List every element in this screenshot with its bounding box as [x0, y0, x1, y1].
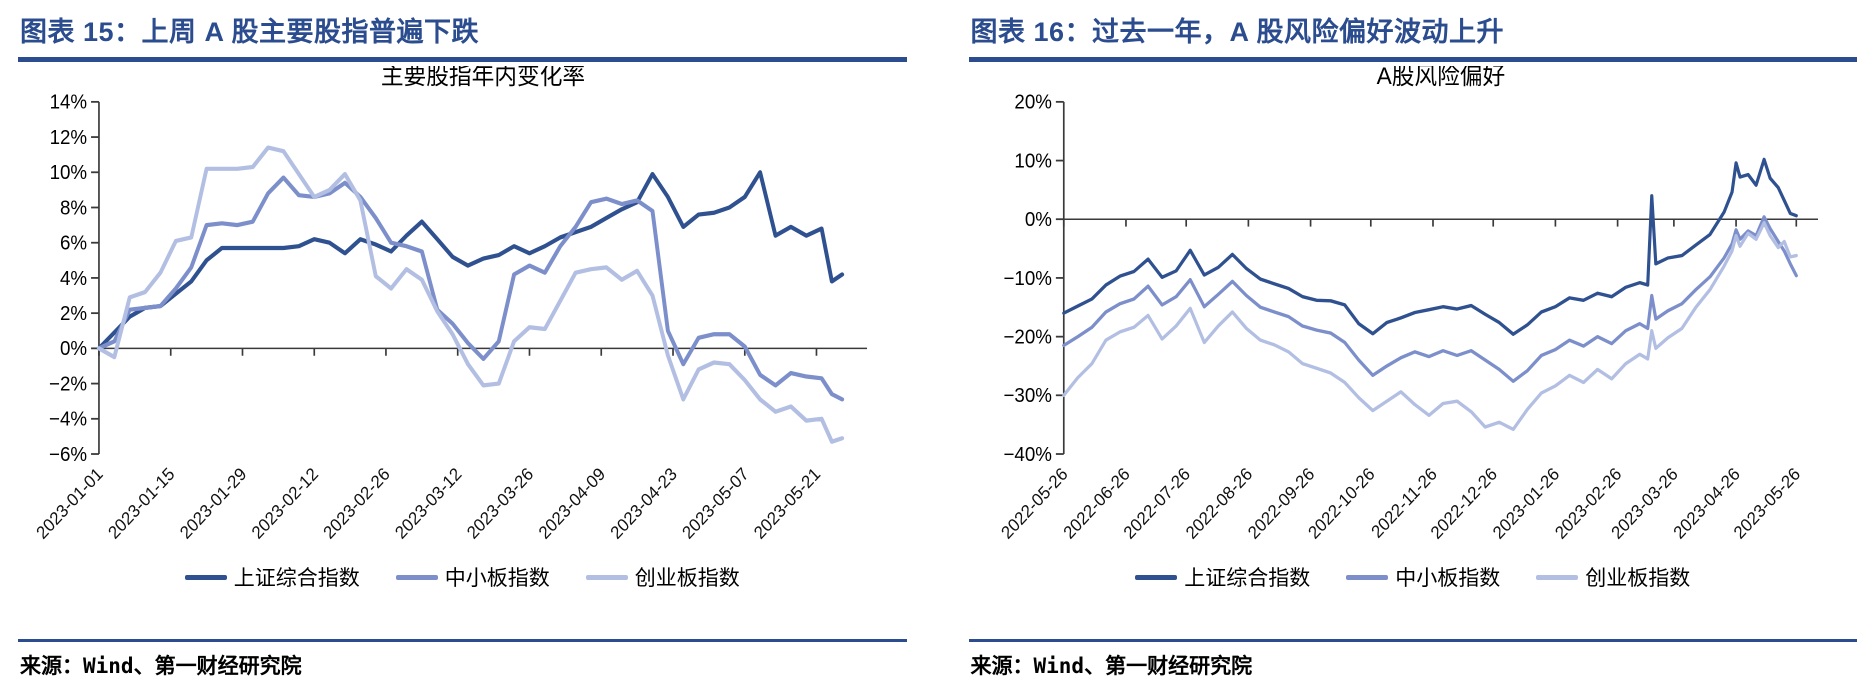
y-tick-label: −4%: [49, 408, 87, 431]
series-创业板指数: [1061, 221, 1798, 432]
y-tick-label: 20%: [1014, 91, 1052, 114]
legend-line-swatch: [1135, 574, 1178, 580]
source-text: 来源：Wind、第一财经研究院: [20, 654, 302, 678]
legend-line-swatch: [585, 574, 628, 580]
y-tick-label: 0%: [60, 338, 87, 361]
y-tick-label: 2%: [60, 302, 87, 325]
series-创业板指数: [96, 145, 845, 444]
y-tick-label: 14%: [50, 91, 88, 114]
figure-15-chart-area: 主要股指年内变化率 14% 12% 10% 8% 6% 4% 2% 0% −2% −4% −6% 202…: [18, 66, 907, 570]
legend-label: 中小板指数: [1395, 567, 1501, 590]
legend-label: 中小板指数: [444, 567, 550, 590]
x-tick-label: 2023-01-15: [104, 463, 178, 542]
y-tick-label: 6%: [60, 232, 87, 255]
legend-label: 上证综合指数: [233, 567, 360, 590]
figure-16-line-chart: A股风险偏好 20% 10% 0% −10% −20% −30% −40%2022-05-26…: [997, 66, 1818, 543]
x-tick-label: 2023-01-29: [176, 463, 250, 542]
y-tick-label: −6%: [49, 443, 87, 466]
y-tick-label: −2%: [49, 373, 87, 396]
series-上证综合指数: [96, 170, 845, 351]
y-tick-label: 10%: [1014, 150, 1052, 173]
legend-line-swatch: [1346, 574, 1389, 580]
y-tick-label: −40%: [1003, 443, 1051, 466]
x-tick-label: 2023-04-23: [606, 463, 680, 542]
x-tick-label: 2022-08-26: [1181, 463, 1255, 542]
series-中小板指数: [1061, 215, 1798, 383]
x-tick-label: 2023-01-01: [32, 463, 106, 542]
figure-16-header: 图表 16：过去一年，A 股风险偏好波动上升: [968, 6, 1857, 62]
y-tick-label: 0%: [1024, 209, 1051, 232]
legend-item: 中小板指数: [1346, 562, 1500, 592]
legend-label: 创业板指数: [1585, 567, 1691, 590]
chart-title: A股风险偏好: [1376, 66, 1505, 89]
figure-15-panel: 图表 15：上周 A 股主要股指普遍下跌 主要股指年内变化率 14% 12% 10% 8…: [18, 6, 907, 690]
legend-line-swatch: [1536, 574, 1579, 580]
x-tick-label: 2023-03-12: [391, 463, 465, 542]
legend-label: 上证综合指数: [1184, 567, 1311, 590]
y-tick-label: −30%: [1003, 385, 1051, 408]
legend-item: 上证综合指数: [1135, 562, 1310, 592]
legend-item: 中小板指数: [395, 562, 550, 592]
x-tick-label: 2023-02-26: [319, 463, 393, 542]
chart-title: 主要股指年内变化率: [381, 66, 585, 89]
x-tick-label: 2023-01-26: [1488, 463, 1562, 542]
figure-15-line-chart: 主要股指年内变化率14%12%10%8%6%4%2%0%−2%−4%−6%202…: [32, 66, 868, 543]
source-text: 来源：Wind、第一财经研究院: [970, 654, 1253, 678]
legend-item: 创业板指数: [585, 562, 740, 592]
x-tick-label: 2023-05-07: [678, 463, 752, 542]
y-tick-label: −10%: [1003, 267, 1051, 290]
y-tick-label: 12%: [50, 126, 88, 149]
figure-15-header: 图表 15：上周 A 股主要股指普遍下跌: [18, 6, 907, 62]
x-tick-label: 2023-04-09: [535, 463, 609, 542]
x-tick-label: 2023-03-26: [463, 463, 537, 542]
figure-16-panel: 图表 16：过去一年，A 股风险偏好波动上升 A股风险偏好 20% 10% 0% −10…: [968, 6, 1858, 690]
series-中小板指数: [96, 175, 845, 402]
figure-16-source-row: 来源：Wind、第一财经研究院: [968, 639, 1857, 690]
figure-16-legend: 上证综合指数 中小板指数 创业板指数: [969, 562, 1858, 592]
figure-15-source-row: 来源：Wind、第一财经研究院: [18, 639, 907, 690]
y-tick-label: −20%: [1003, 326, 1051, 349]
legend-item: 上证综合指数: [184, 562, 360, 592]
figure-16-chart-area: A股风险偏好 20% 10% 0% −10% −20% −30% −40% 2022-05-26…: [969, 66, 1858, 570]
figure-15-legend: 上证综合指数 中小板指数 创业板指数: [18, 562, 907, 592]
legend-label: 创业板指数: [634, 567, 740, 590]
legend-line-swatch: [184, 574, 227, 580]
x-tick-label: 2022-05-26: [997, 463, 1071, 542]
x-tick-label: 2023-05-21: [750, 463, 824, 542]
y-tick-label: 10%: [50, 162, 88, 185]
y-tick-label: 8%: [60, 197, 87, 220]
y-tick-label: 4%: [60, 267, 87, 290]
series-上证综合指数: [1061, 157, 1798, 336]
legend-line-swatch: [395, 574, 438, 580]
legend-item: 创业板指数: [1536, 562, 1690, 592]
x-tick-label: 2023-02-12: [248, 463, 322, 542]
